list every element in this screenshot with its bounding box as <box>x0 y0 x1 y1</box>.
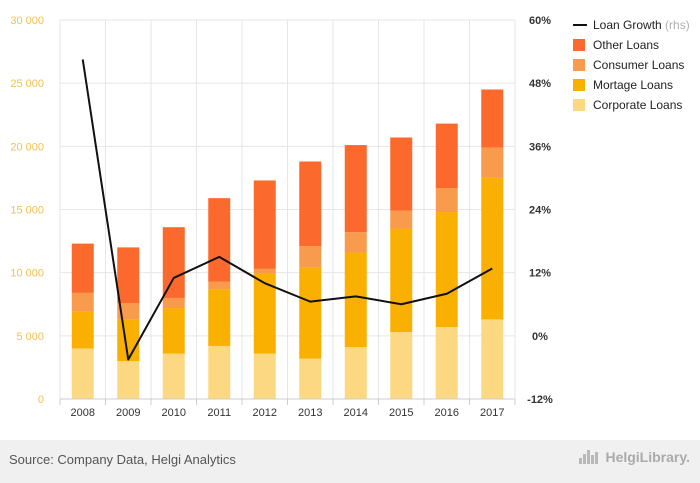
y-left-tick-label: 25 000 <box>10 78 44 90</box>
legend: Loan Growth (rhs) Other Loans Consumer Loa… <box>573 18 690 112</box>
y-right-tick-label: 60% <box>529 15 551 27</box>
bar-segment <box>390 137 413 211</box>
bar-segment <box>435 188 458 213</box>
bar-segment <box>71 348 94 399</box>
logo-text: HelgiLibrary. <box>605 449 690 465</box>
bar-segment <box>299 267 322 359</box>
footer-band <box>0 440 700 483</box>
bar-segment <box>208 289 231 346</box>
bar-segment <box>299 246 322 268</box>
bar-segment <box>253 180 276 269</box>
legend-label: Consumer Loans <box>593 58 684 72</box>
bar-segment <box>117 361 140 399</box>
bar-segment <box>390 228 413 333</box>
y-left-tick-label: 0 <box>38 394 44 406</box>
y-right-tick-label: 48% <box>529 78 551 90</box>
source-text: Source: Company Data, Helgi Analytics <box>9 452 236 467</box>
bar-segment <box>117 302 140 320</box>
legend-swatch <box>573 39 585 51</box>
bar-segment <box>162 227 185 298</box>
gridlines <box>59 19 516 400</box>
bar-segment <box>253 273 276 354</box>
bar-segment <box>71 311 94 349</box>
bar-segment <box>117 247 140 303</box>
helgi-library-logo[interactable]: HelgiLibrary. <box>579 448 690 466</box>
bar-segment <box>71 292 94 312</box>
bar-segment <box>481 319 504 399</box>
bar-segment <box>390 210 413 229</box>
bar-segment <box>435 212 458 327</box>
bar-segment <box>162 353 185 399</box>
bar-segment <box>344 232 367 253</box>
y-left-tick-label: 10 000 <box>10 268 44 280</box>
legend-label: Mortage Loans <box>593 78 673 92</box>
axes: 0 5 000 10 000 15 000 20 000 25 000 30 000 -12%… <box>10 15 553 419</box>
x-tick-label: 2014 <box>344 407 368 419</box>
bar-segment <box>481 177 504 320</box>
legend-label: Other Loans <box>593 38 659 52</box>
bar-segment <box>344 145 367 233</box>
x-tick-label: 2017 <box>480 407 504 419</box>
x-tick-label: 2012 <box>253 407 277 419</box>
bar-segment <box>208 345 231 399</box>
y-right-tick-label: 24% <box>529 205 551 217</box>
bar-segment <box>435 326 458 399</box>
loan-growth-polyline <box>81 59 493 361</box>
x-tick-label: 2008 <box>71 407 95 419</box>
y-right-tick-label: -12% <box>527 394 553 406</box>
bar-segment <box>162 308 185 354</box>
y-right-tick-label: 0% <box>532 331 548 343</box>
legend-swatch <box>573 99 585 111</box>
bar-segment <box>435 123 458 189</box>
bars <box>71 89 504 399</box>
legend-swatch <box>573 79 585 91</box>
legend-suffix: (rhs) <box>665 18 690 32</box>
bar-segment <box>208 281 231 290</box>
bar-segment <box>481 147 504 178</box>
x-tick-label: 2010 <box>162 407 186 419</box>
x-tick-label: 2016 <box>435 407 459 419</box>
bar-segment <box>344 252 367 348</box>
y-right-tick-label: 12% <box>529 268 551 280</box>
bar-segment <box>71 243 94 293</box>
y-right-tick-label: 36% <box>529 141 551 153</box>
bar-segment <box>299 358 322 399</box>
bar-segment <box>253 353 276 399</box>
y-left-tick-label: 30 000 <box>10 15 44 27</box>
bar-segment <box>162 297 185 309</box>
bar-segment <box>481 89 504 148</box>
legend-swatch <box>573 59 585 71</box>
y-left-tick-label: 5 000 <box>16 331 44 343</box>
y-left-tick-label: 20 000 <box>10 141 44 153</box>
legend-label: Loan Growth (rhs) <box>593 18 690 32</box>
x-tick-label: 2015 <box>389 407 413 419</box>
logo-bars-icon <box>579 448 601 466</box>
x-tick-label: 2013 <box>298 407 322 419</box>
x-tick-label: 2009 <box>116 407 140 419</box>
x-tick-label: 2011 <box>207 407 231 419</box>
bar-segment <box>344 347 367 399</box>
bar-segment <box>390 332 413 399</box>
bar-segment <box>253 268 276 274</box>
y-left-tick-label: 15 000 <box>10 205 44 217</box>
legend-label: Corporate Loans <box>593 98 682 112</box>
bar-segment <box>208 198 231 282</box>
loan-growth-line <box>81 59 493 361</box>
chart: 0 5 000 10 000 15 000 20 000 25 000 30 000 -12%… <box>10 15 690 419</box>
bar-segment <box>299 161 322 247</box>
